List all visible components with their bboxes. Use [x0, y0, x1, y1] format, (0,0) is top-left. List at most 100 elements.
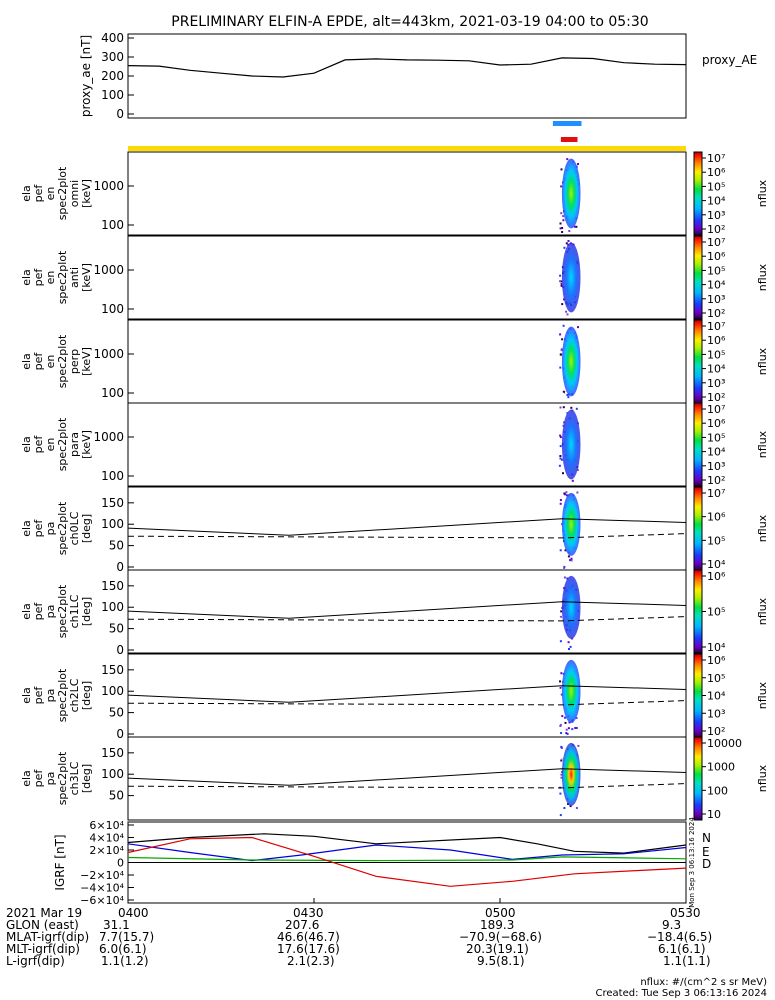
- proxy-ae-ytick-label: 0: [116, 107, 124, 121]
- colorbar-tick-label: 10⁷: [707, 403, 725, 416]
- speckle-pixel: [562, 390, 565, 393]
- proxy-ae-legend: proxy_AE: [702, 53, 757, 67]
- speckle-pixel: [565, 491, 568, 494]
- panel-ylabel-line: pef: [32, 769, 45, 788]
- colorbar-label: nflux: [756, 179, 769, 207]
- colorbar-tick-label: 10⁷: [707, 236, 725, 249]
- spectrogram-data: [558, 406, 581, 484]
- speckle-pixel: [571, 728, 574, 731]
- speckle-pixel: [559, 445, 562, 448]
- loss-cone-line: [127, 518, 687, 536]
- igrf-ylabel: IGRF [nT]: [53, 834, 67, 890]
- panel-ylabel-line: pef: [32, 519, 45, 538]
- speckle-pixel: [559, 436, 562, 439]
- speckle-pixel: [565, 310, 568, 313]
- panel-ytick-label: 0: [116, 560, 124, 574]
- panel-ylabel-line: [deg]: [80, 514, 93, 543]
- speckle-pixel: [559, 280, 562, 283]
- speckle-pixel: [562, 224, 565, 227]
- speckle-pixel: [559, 814, 562, 817]
- speckle-pixel: [577, 326, 579, 329]
- speckle-pixel: [563, 492, 566, 495]
- panel-ylabel-line: spec2plot: [56, 584, 69, 638]
- igrf-total-line: [127, 833, 687, 854]
- speckle-pixel: [573, 225, 576, 228]
- speckle-pixel: [563, 807, 566, 809]
- colorbar-label: nflux: [756, 514, 769, 542]
- panel-ytick-label: 1000: [93, 347, 124, 361]
- speckle-pixel: [560, 776, 563, 779]
- speckle-pixel: [566, 313, 569, 316]
- colorbar-tick-label: 10⁵: [707, 431, 725, 444]
- colorbar-tick-label: 10³: [707, 707, 725, 720]
- panel-ylabel-line: en: [44, 355, 57, 369]
- panel-ylabel-line: en: [44, 438, 57, 452]
- speckle-pixel: [562, 472, 564, 475]
- speckle-pixel: [567, 641, 570, 644]
- flux-enhancement: [561, 158, 581, 229]
- speckle-pixel: [559, 455, 562, 457]
- igrf-e-line: [127, 856, 687, 862]
- time-tick-0400: 0400: [118, 906, 149, 920]
- panel-ytick-label: 50: [109, 539, 124, 553]
- speckle-pixel: [569, 559, 572, 562]
- panel-ylabel-line: spec2plot: [56, 668, 69, 722]
- spectrogram-data: [559, 491, 581, 569]
- colorbar-tick-label: 10⁴: [707, 641, 726, 654]
- igrf-ytick-label: 4×10⁴: [89, 832, 124, 845]
- speckle-pixel: [560, 773, 563, 776]
- panel-ylabel-line: [deg]: [80, 681, 93, 710]
- speckle-pixel: [569, 805, 572, 808]
- speckle-pixel: [566, 732, 569, 735]
- panel-frame: [127, 235, 687, 320]
- panel-ylabel-line: anti: [68, 267, 81, 288]
- panel-ylabel-line: en: [44, 271, 57, 285]
- flux-enhancement: [561, 659, 581, 723]
- speckle-pixel: [573, 638, 576, 641]
- igrf-legend-d: D: [702, 857, 711, 871]
- science-zone-bar-red: [560, 137, 578, 142]
- mlt-label: MLT-igrf(dip): [6, 942, 80, 956]
- colorbar-tick-label: 10²: [707, 725, 725, 738]
- speckle-pixel: [560, 348, 563, 351]
- speckle-pixel: [564, 549, 567, 552]
- panel-ytick-label: 100: [101, 684, 124, 698]
- speckle-pixel: [575, 225, 578, 228]
- colorbar: [693, 402, 703, 487]
- anti-loss-cone-line: [127, 616, 687, 622]
- panel-ylabel-line: pef: [32, 184, 45, 203]
- speckle-pixel: [568, 659, 571, 662]
- flux-enhancement: [561, 409, 581, 480]
- panel-ytick-label: 100: [101, 767, 124, 781]
- panel-ylabel-line: spec2plot: [56, 166, 69, 220]
- proxy-ae-line: [127, 57, 687, 78]
- igrf-n-line: [127, 843, 687, 862]
- nflux-units-note: nflux: #/(cm^2 s sr MeV): [640, 977, 767, 988]
- speckle-pixel: [559, 708, 562, 711]
- l-0400: 1.1(1.2): [101, 954, 149, 968]
- speckle-pixel: [559, 549, 562, 552]
- speckle-pixel: [567, 555, 570, 558]
- panel-ytick-label: 100: [101, 386, 124, 400]
- orbit-coverage-bar-yellow: [128, 146, 686, 151]
- speckle-pixel: [559, 502, 562, 505]
- panel-ylabel-line: spec2plot: [56, 751, 69, 805]
- spectrogram-data: [559, 324, 581, 399]
- colorbar-tick-label: 10⁴: [707, 279, 726, 292]
- speckle-pixel: [563, 421, 565, 424]
- time-row: 2021 Mar 19 0400 0430 0500 0530: [0, 906, 775, 920]
- speckle-pixel: [566, 577, 569, 580]
- panel-ytick-label: 100: [101, 302, 124, 316]
- speckle-pixel: [575, 727, 578, 729]
- panel-ylabel-line: ch0LC: [68, 511, 81, 545]
- speckle-pixel: [570, 406, 573, 409]
- speckle-pixel: [562, 406, 565, 409]
- speckle-pixel: [560, 745, 563, 748]
- glon-0430: 207.6: [285, 918, 320, 932]
- panel-ylabel-line: ela: [20, 353, 33, 370]
- panel-ylabel-line: pef: [32, 602, 45, 621]
- panel-ytick-label: 1000: [93, 430, 124, 444]
- panel-ylabel-line: [keV]: [80, 263, 93, 292]
